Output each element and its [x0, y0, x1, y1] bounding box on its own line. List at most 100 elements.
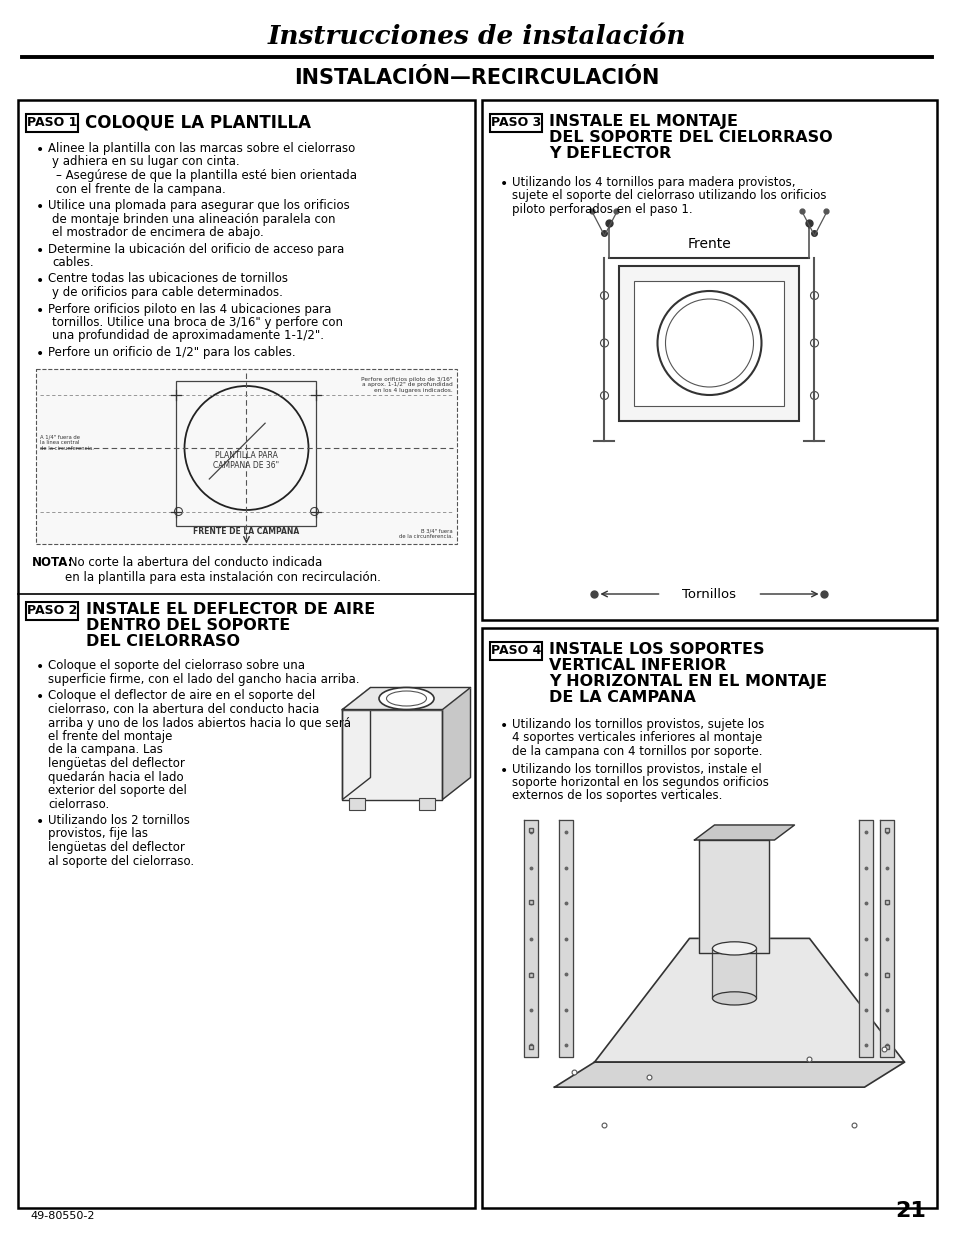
- Text: Utilizando los tornillos provistos, instale el: Utilizando los tornillos provistos, inst…: [512, 762, 760, 776]
- Text: provistos, fije las: provistos, fije las: [48, 827, 148, 841]
- Text: No corte la abertura del conducto indicada
en la plantilla para esta instalación: No corte la abertura del conducto indica…: [65, 556, 380, 583]
- Text: DENTRO DEL SOPORTE: DENTRO DEL SOPORTE: [86, 618, 290, 632]
- Text: Tornillos: Tornillos: [681, 588, 736, 600]
- Polygon shape: [699, 840, 769, 953]
- Text: VERTICAL INFERIOR: VERTICAL INFERIOR: [548, 658, 725, 673]
- Text: •: •: [499, 763, 508, 778]
- Text: DEL CIELORRASO: DEL CIELORRASO: [86, 634, 240, 648]
- Text: •: •: [36, 143, 44, 157]
- FancyBboxPatch shape: [349, 798, 365, 809]
- Text: al soporte del cielorraso.: al soporte del cielorraso.: [48, 855, 193, 867]
- Text: el mostrador de encimera de abajo.: el mostrador de encimera de abajo.: [52, 226, 263, 240]
- Text: exterior del soporte del: exterior del soporte del: [48, 784, 187, 797]
- Text: •: •: [36, 690, 44, 704]
- Text: Perfore orificios piloto de 3/16"
a aprox. 1-1/2" de profundidad
en los 4 lugare: Perfore orificios piloto de 3/16" a apro…: [361, 377, 453, 393]
- Text: cables.: cables.: [52, 256, 93, 269]
- Text: •: •: [36, 273, 44, 288]
- Text: •: •: [36, 200, 44, 214]
- Polygon shape: [694, 825, 794, 840]
- Text: 21: 21: [894, 1200, 925, 1221]
- FancyBboxPatch shape: [419, 798, 435, 809]
- Polygon shape: [342, 688, 470, 709]
- Text: Alinee la plantilla con las marcas sobre el cielorraso: Alinee la plantilla con las marcas sobre…: [48, 142, 355, 156]
- Text: Coloque el soporte del cielorraso sobre una: Coloque el soporte del cielorraso sobre …: [48, 659, 305, 673]
- Text: DE LA CAMPANA: DE LA CAMPANA: [548, 690, 695, 705]
- Text: PASO 4: PASO 4: [490, 645, 540, 657]
- Text: PASO 1: PASO 1: [27, 116, 77, 130]
- Text: – Asegúrese de que la plantilla esté bien orientada: – Asegúrese de que la plantilla esté bie…: [56, 169, 356, 182]
- FancyBboxPatch shape: [18, 100, 475, 1208]
- Text: y de orificios para cable determinados.: y de orificios para cable determinados.: [52, 287, 283, 299]
- Text: Utilice una plomada para asegurar que los orificios: Utilice una plomada para asegurar que lo…: [48, 199, 350, 212]
- Text: •: •: [36, 815, 44, 829]
- Text: INSTALACIÓN—RECIRCULACIÓN: INSTALACIÓN—RECIRCULACIÓN: [294, 68, 659, 88]
- Polygon shape: [880, 820, 894, 1057]
- Polygon shape: [859, 820, 873, 1057]
- Text: de montaje brinden una alineación paralela con: de montaje brinden una alineación parale…: [52, 212, 335, 226]
- Text: sujete el soporte del cielorraso utilizando los orificios: sujete el soporte del cielorraso utiliza…: [512, 189, 825, 203]
- Text: Y DEFLECTOR: Y DEFLECTOR: [548, 146, 671, 161]
- Text: •: •: [499, 177, 508, 191]
- Text: y adhiera en su lugar con cinta.: y adhiera en su lugar con cinta.: [52, 156, 239, 168]
- Text: PLANTILLA PARA: PLANTILLA PARA: [214, 452, 277, 461]
- Text: •: •: [36, 243, 44, 258]
- FancyBboxPatch shape: [634, 280, 783, 405]
- Text: cielorraso.: cielorraso.: [48, 798, 110, 810]
- Ellipse shape: [378, 688, 434, 709]
- FancyBboxPatch shape: [26, 601, 78, 620]
- Text: •: •: [36, 347, 44, 361]
- Text: •: •: [499, 719, 508, 734]
- Polygon shape: [524, 820, 537, 1057]
- Text: Utilizando los 2 tornillos: Utilizando los 2 tornillos: [48, 814, 190, 827]
- Text: Frente: Frente: [687, 236, 731, 251]
- Text: FRENTE DE LA CAMPANA: FRENTE DE LA CAMPANA: [193, 526, 299, 536]
- FancyBboxPatch shape: [481, 629, 936, 1208]
- FancyBboxPatch shape: [618, 266, 799, 420]
- Text: quedarán hacia el lado: quedarán hacia el lado: [48, 771, 183, 783]
- Text: arriba y uno de los lados abiertos hacia lo que será: arriba y uno de los lados abiertos hacia…: [48, 716, 351, 730]
- Text: •: •: [36, 661, 44, 674]
- Text: con el frente de la campana.: con el frente de la campana.: [56, 183, 226, 195]
- Text: Utilizando los tornillos provistos, sujete los: Utilizando los tornillos provistos, suje…: [512, 718, 763, 731]
- Text: INSTALE LOS SOPORTES: INSTALE LOS SOPORTES: [548, 642, 763, 657]
- Polygon shape: [554, 1062, 903, 1087]
- Text: INSTALE EL DEFLECTOR DE AIRE: INSTALE EL DEFLECTOR DE AIRE: [86, 601, 375, 616]
- Text: Instrucciones de instalación: Instrucciones de instalación: [268, 23, 685, 48]
- Text: externos de los soportes verticales.: externos de los soportes verticales.: [512, 789, 721, 803]
- Text: Perfore orificios piloto en las 4 ubicaciones para: Perfore orificios piloto en las 4 ubicac…: [48, 303, 331, 315]
- Ellipse shape: [712, 942, 756, 955]
- FancyBboxPatch shape: [481, 100, 936, 620]
- Text: PASO 3: PASO 3: [491, 116, 540, 130]
- Text: DEL SOPORTE DEL CIELORRASO: DEL SOPORTE DEL CIELORRASO: [548, 130, 832, 144]
- Text: soporte horizontal en los segundos orificios: soporte horizontal en los segundos orifi…: [512, 776, 768, 789]
- Text: A 1/4" fuera de
la línea central
de la circunferencia.: A 1/4" fuera de la línea central de la c…: [40, 435, 93, 451]
- Circle shape: [657, 291, 760, 395]
- Text: Centre todas las ubicaciones de tornillos: Centre todas las ubicaciones de tornillo…: [48, 273, 288, 285]
- Text: Utilizando los 4 tornillos para madera provistos,: Utilizando los 4 tornillos para madera p…: [512, 177, 795, 189]
- Text: Determine la ubicación del orificio de acceso para: Determine la ubicación del orificio de a…: [48, 242, 344, 256]
- Text: Perfore un orificio de 1/2" para los cables.: Perfore un orificio de 1/2" para los cab…: [48, 346, 295, 359]
- Text: tornillos. Utilice una broca de 3/16" y perfore con: tornillos. Utilice una broca de 3/16" y …: [52, 316, 343, 329]
- Text: PASO 2: PASO 2: [27, 604, 77, 618]
- Text: cielorraso, con la abertura del conducto hacia: cielorraso, con la abertura del conducto…: [48, 703, 319, 716]
- Polygon shape: [442, 688, 470, 799]
- Text: una profundidad de aproximadamente 1-1/2".: una profundidad de aproximadamente 1-1/2…: [52, 330, 324, 342]
- Text: CAMPANA DE 36": CAMPANA DE 36": [213, 462, 279, 471]
- FancyBboxPatch shape: [490, 642, 541, 659]
- Polygon shape: [712, 948, 756, 998]
- Text: INSTALE EL MONTAJE: INSTALE EL MONTAJE: [548, 114, 738, 128]
- Text: 4 soportes verticales inferiores al montaje: 4 soportes verticales inferiores al mont…: [512, 731, 761, 745]
- Text: superficie firme, con el lado del gancho hacia arriba.: superficie firme, con el lado del gancho…: [48, 673, 359, 685]
- Text: el frente del montaje: el frente del montaje: [48, 730, 172, 743]
- Text: lengüetas del deflector: lengüetas del deflector: [48, 757, 185, 769]
- FancyBboxPatch shape: [36, 368, 456, 543]
- Polygon shape: [594, 939, 903, 1062]
- Text: COLOQUE LA PLANTILLA: COLOQUE LA PLANTILLA: [85, 114, 311, 132]
- FancyBboxPatch shape: [26, 114, 78, 132]
- FancyBboxPatch shape: [490, 114, 541, 132]
- Text: de la campana. Las: de la campana. Las: [48, 743, 163, 757]
- Text: NOTA:: NOTA:: [32, 556, 73, 568]
- Text: de la campana con 4 tornillos por soporte.: de la campana con 4 tornillos por soport…: [512, 745, 761, 758]
- Text: piloto perforados en el paso 1.: piloto perforados en el paso 1.: [512, 203, 692, 216]
- Text: Coloque el deflector de aire en el soporte del: Coloque el deflector de aire en el sopor…: [48, 689, 314, 703]
